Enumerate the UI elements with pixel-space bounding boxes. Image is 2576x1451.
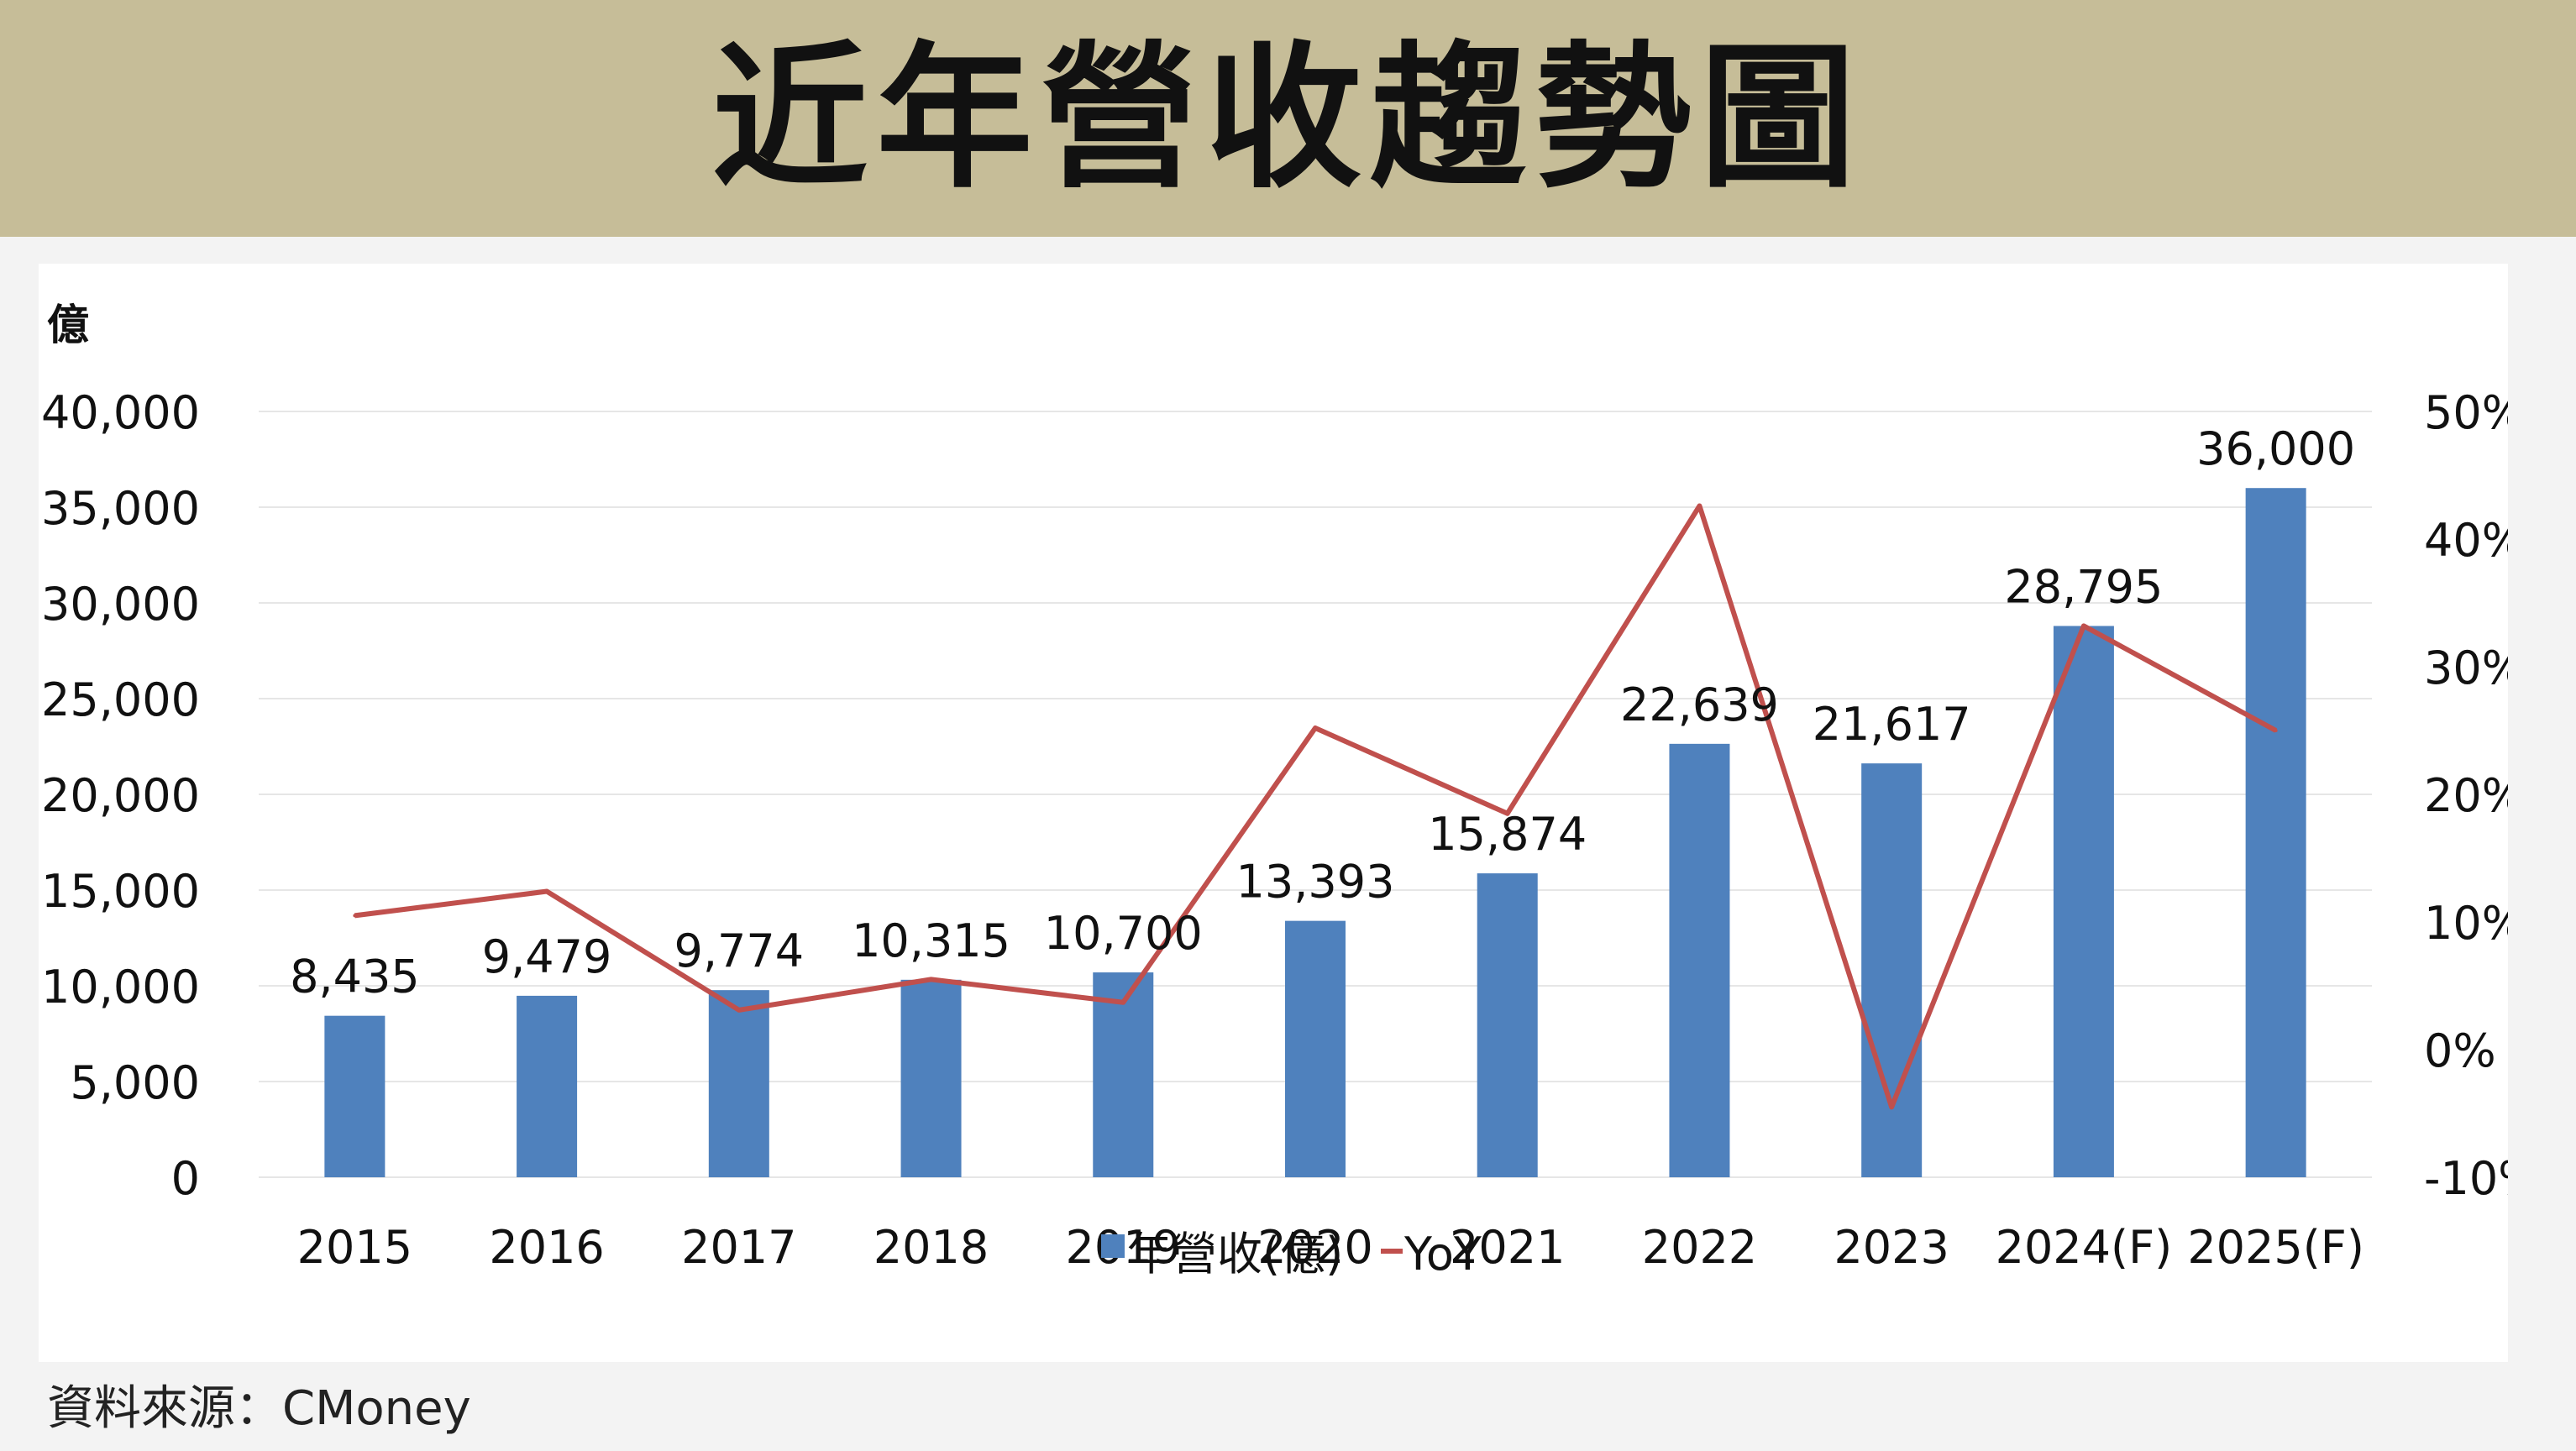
- x-tick-label: 2022: [1642, 1221, 1757, 1274]
- gridlines: [259, 411, 2372, 1178]
- source-note: 資料來源：CMoney: [47, 1381, 471, 1436]
- x-tick-label: 2025(F): [2187, 1221, 2364, 1274]
- bar-data-label: 8,435: [290, 951, 420, 1003]
- bar: [324, 1015, 386, 1177]
- x-tick-label: 2016: [489, 1221, 604, 1274]
- data-labels: 8,435 9,479 9,774 10,315 10,700 13,393 15,874 2…: [290, 422, 2355, 1003]
- yoy-point: [1505, 811, 1509, 815]
- y-right-tick-label: 50%: [2424, 386, 2508, 439]
- bar-data-label: 13,393: [1236, 856, 1395, 909]
- y-left-tick-label: 5,000: [70, 1056, 200, 1109]
- legend-label-line: YoY: [1403, 1228, 1482, 1281]
- bar: [517, 995, 578, 1177]
- bar-data-label: 9,774: [674, 925, 805, 977]
- bar-data-label: 15,874: [1428, 808, 1587, 861]
- x-tick-label: 2021: [1450, 1221, 1565, 1274]
- legend-label-bar: 年營收(億): [1126, 1228, 1343, 1281]
- x-tick-label: 2023: [1834, 1221, 1949, 1274]
- line-series: [353, 503, 2278, 1110]
- bar: [2245, 488, 2306, 1177]
- bar-data-label: 21,617: [1813, 698, 1971, 751]
- y-left-tick-label: 40,000: [41, 386, 200, 439]
- combo-chart: 億 8,435 9,479 9,774 10,315 10,700 13,393 15,87…: [41, 301, 2508, 1281]
- y-left-tick-label: 20,000: [41, 769, 200, 822]
- y-right-tick-label: -10%: [2424, 1152, 2508, 1205]
- yoy-point: [1314, 726, 1317, 730]
- page-title: 近年營收趨勢圖: [711, 27, 1865, 209]
- axes: 0 5,000 10,000 15,000 20,000 25,000 30,000 35,0…: [41, 386, 2508, 1274]
- y-right-tick-label: 10%: [2424, 897, 2508, 950]
- bar-data-label: 28,795: [2004, 560, 2163, 613]
- yoy-point: [1697, 504, 1702, 508]
- bar: [1285, 920, 1346, 1177]
- x-tick-label: 2020: [1257, 1221, 1372, 1274]
- bar: [1669, 743, 1730, 1177]
- bar: [1093, 972, 1154, 1177]
- legend-swatch-bar: [1101, 1234, 1125, 1258]
- bar-series: [324, 488, 2306, 1177]
- x-tick-label: 2024(F): [1996, 1221, 2173, 1274]
- yoy-point: [737, 1008, 741, 1012]
- y-right-tick-label: 40%: [2424, 514, 2508, 567]
- legend: 年營收(億) YoY: [1101, 1228, 1482, 1281]
- bar-data-label: 10,315: [852, 914, 1010, 967]
- yoy-point: [1890, 1105, 1894, 1109]
- y-axis-unit-label: 億: [47, 301, 89, 349]
- y-left-tick-label: 0: [171, 1152, 200, 1205]
- bar: [1861, 763, 1923, 1177]
- bar: [900, 979, 962, 1177]
- y-right-tick-label: 0%: [2424, 1024, 2496, 1077]
- bar-data-label: 10,700: [1044, 907, 1203, 960]
- yoy-point: [2274, 729, 2278, 732]
- y-left-tick-label: 10,000: [41, 961, 200, 1014]
- x-tick-label: 2018: [874, 1221, 989, 1274]
- y-right-tick-label: 30%: [2424, 642, 2508, 694]
- x-tick-label: 2015: [297, 1221, 412, 1274]
- x-tick-label: 2017: [681, 1221, 796, 1274]
- y-left-tick-label: 25,000: [41, 673, 200, 726]
- y-left-tick-label: 30,000: [41, 578, 200, 631]
- y-left-tick-label: 35,000: [41, 482, 200, 535]
- yoy-point: [2081, 624, 2085, 628]
- title-banner: 近年營收趨勢圖: [0, 0, 2576, 237]
- y-right-tick-label: 20%: [2424, 769, 2508, 822]
- yoy-point: [545, 889, 549, 893]
- bar-data-label: 9,479: [482, 930, 612, 983]
- bar: [2053, 626, 2114, 1177]
- chart-panel: 億 8,435 9,479 9,774 10,315 10,700 13,393 15,87…: [39, 264, 2508, 1362]
- bar: [1477, 873, 1538, 1177]
- bar-data-label: 22,639: [1620, 678, 1779, 731]
- bar-data-label: 36,000: [2196, 422, 2355, 475]
- bar: [708, 990, 769, 1177]
- yoy-point: [1121, 1000, 1125, 1004]
- yoy-point: [353, 914, 357, 918]
- y-left-tick-label: 15,000: [41, 865, 200, 918]
- yoy-point: [929, 977, 933, 982]
